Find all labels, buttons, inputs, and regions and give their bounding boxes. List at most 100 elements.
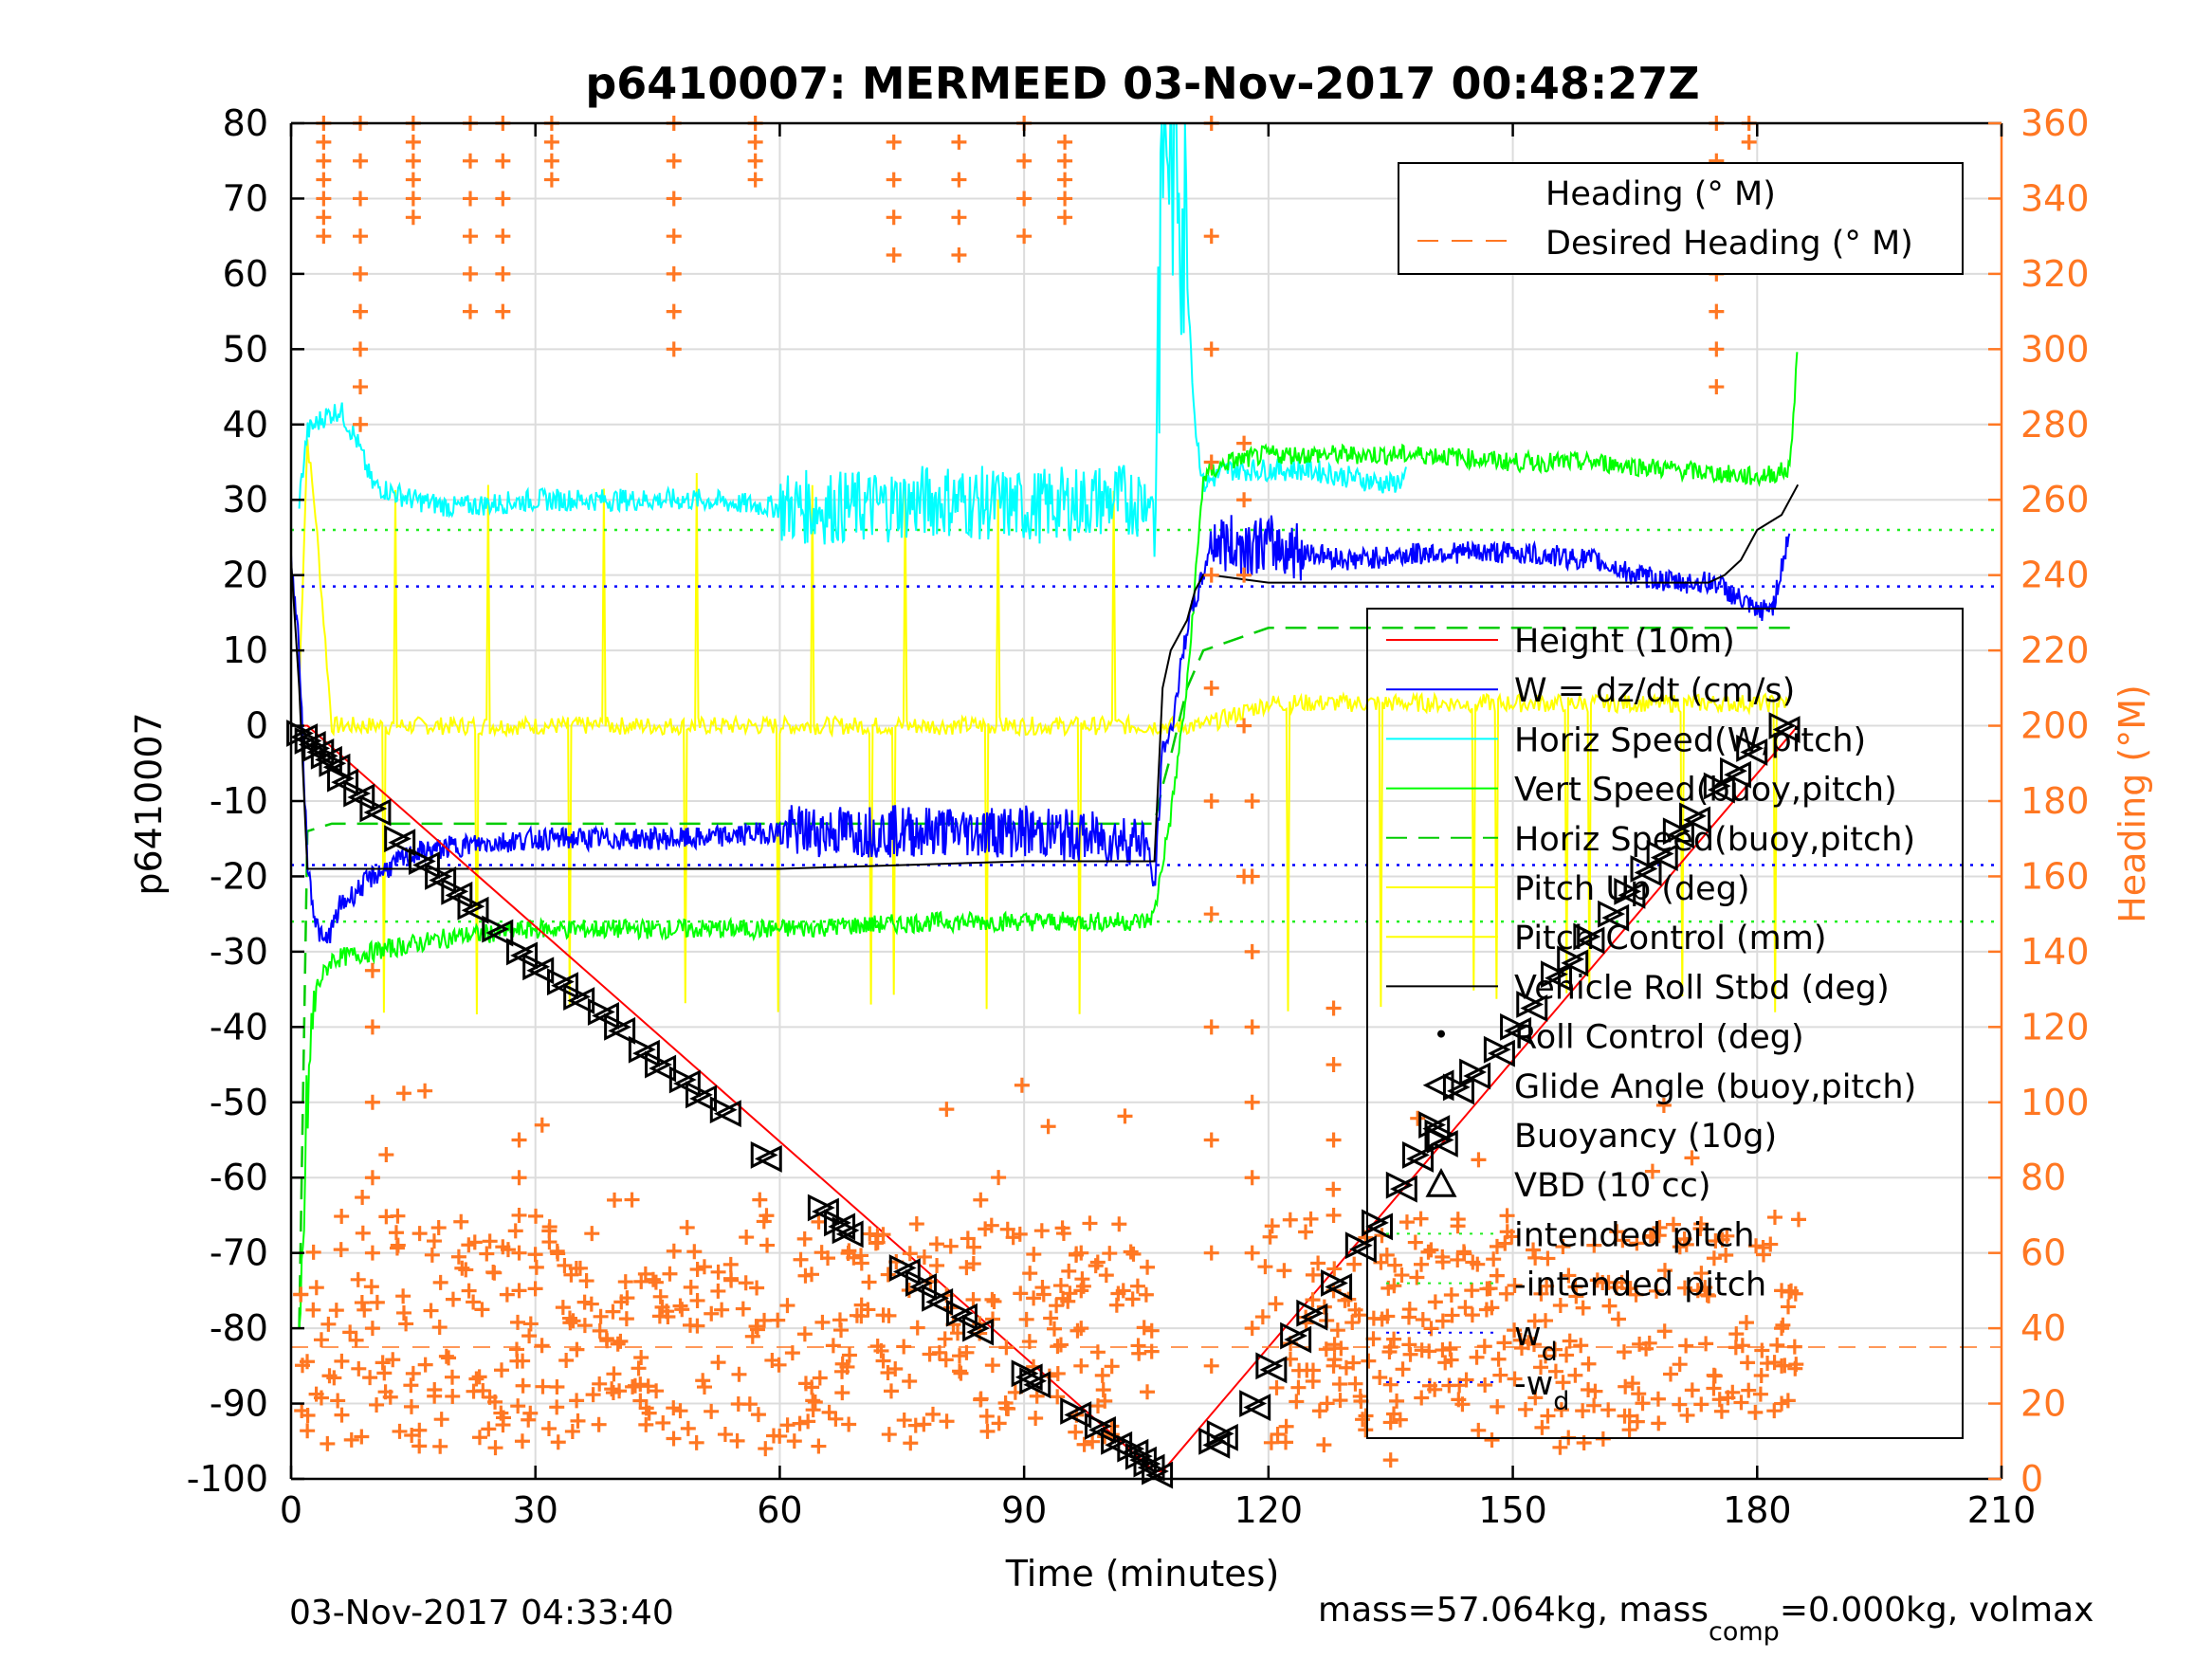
heading-point bbox=[550, 1434, 566, 1450]
heading-point bbox=[1787, 1285, 1803, 1302]
heading-point bbox=[569, 1341, 585, 1358]
heading-point bbox=[1684, 1150, 1700, 1166]
heading-point bbox=[585, 1387, 601, 1403]
heading-point bbox=[511, 1283, 527, 1299]
heading-point bbox=[540, 1421, 557, 1437]
heading-point bbox=[300, 1423, 316, 1439]
legend-heading-box bbox=[1398, 162, 1964, 275]
legend-entry: Horiz Speed(W,pitch) bbox=[1514, 721, 1866, 759]
heading-point bbox=[316, 134, 332, 150]
heading-point bbox=[432, 1438, 448, 1454]
heading-point bbox=[1203, 1358, 1219, 1374]
heading-point bbox=[666, 303, 682, 319]
legend-entry: Pitch Control (mm) bbox=[1514, 920, 1826, 957]
glide-angle-marker bbox=[1210, 1423, 1238, 1451]
right-tick-label: 300 bbox=[2020, 328, 2090, 370]
heading-point bbox=[555, 1300, 571, 1316]
heading-point bbox=[1244, 868, 1260, 884]
right-tick-label: 340 bbox=[2020, 177, 2090, 219]
heading-point bbox=[479, 1246, 495, 1262]
heading-point bbox=[507, 1223, 523, 1239]
y-tick-label: -10 bbox=[210, 780, 268, 822]
heading-point bbox=[1552, 1297, 1568, 1313]
heading-point bbox=[696, 1259, 712, 1275]
chart-title: p6410007: MERMEED 03-Nov-2017 00:48:27Z bbox=[585, 58, 1699, 109]
heading-point bbox=[666, 265, 682, 282]
heading-point bbox=[1470, 1256, 1486, 1272]
heading-point bbox=[1329, 1322, 1345, 1339]
heading-point bbox=[378, 1147, 394, 1163]
glide-angle-marker bbox=[835, 1220, 864, 1249]
heading-point bbox=[839, 1358, 855, 1375]
heading-point bbox=[1108, 1297, 1124, 1313]
heading-point bbox=[722, 1270, 739, 1286]
heading-point bbox=[1344, 1315, 1361, 1331]
heading-point bbox=[1609, 1224, 1625, 1240]
heading-point bbox=[1733, 1395, 1749, 1411]
heading-point bbox=[1381, 1344, 1398, 1360]
heading-point bbox=[1332, 1393, 1348, 1409]
heading-point bbox=[1033, 1223, 1050, 1239]
glide-angle-marker bbox=[461, 896, 489, 924]
heading-point bbox=[1026, 1247, 1042, 1263]
heading-point bbox=[427, 1381, 443, 1397]
heading-point bbox=[353, 379, 369, 395]
heading-point bbox=[939, 1413, 955, 1430]
heading-point bbox=[683, 1279, 699, 1295]
heading-point bbox=[749, 1280, 765, 1296]
heading-point bbox=[951, 247, 967, 264]
heading-point bbox=[403, 1377, 419, 1394]
heading-point bbox=[1310, 1255, 1326, 1271]
heading-point bbox=[820, 1250, 836, 1267]
heading-point bbox=[1358, 1422, 1374, 1438]
glide-angle-marker bbox=[1601, 903, 1630, 932]
heading-point bbox=[1672, 1396, 1688, 1413]
heading-point bbox=[750, 1407, 766, 1423]
heading-point bbox=[1073, 1321, 1089, 1337]
heading-point bbox=[1361, 1353, 1377, 1369]
heading-point bbox=[991, 1415, 1007, 1431]
glide-angle-marker bbox=[1389, 1175, 1417, 1203]
heading-point bbox=[633, 1350, 649, 1366]
heading-point bbox=[1698, 1336, 1714, 1352]
glide-angle-marker bbox=[689, 1085, 718, 1113]
heading-point bbox=[487, 1394, 503, 1410]
heading-point bbox=[951, 210, 967, 226]
heading-point bbox=[846, 1249, 862, 1266]
heading-point bbox=[334, 1407, 350, 1423]
heading-point bbox=[1504, 1229, 1520, 1245]
heading-point bbox=[527, 1247, 543, 1263]
heading-point bbox=[521, 1412, 537, 1428]
heading-point bbox=[1345, 1355, 1362, 1371]
heading-point bbox=[1276, 1263, 1292, 1279]
heading-point bbox=[680, 1420, 696, 1436]
heading-point bbox=[1365, 1331, 1381, 1347]
heading-point bbox=[499, 1286, 515, 1303]
heading-point bbox=[896, 1413, 912, 1429]
heading-point bbox=[417, 1357, 433, 1373]
heading-point bbox=[983, 1217, 999, 1233]
legend-symbol bbox=[1424, 1119, 1456, 1151]
heading-point bbox=[1711, 1392, 1728, 1408]
right-tick-label: 220 bbox=[2020, 629, 2090, 671]
heading-point bbox=[1534, 1419, 1550, 1435]
heading-point bbox=[1512, 1332, 1528, 1348]
legend-entry: Horiz Speed(buoy,pitch) bbox=[1514, 821, 1915, 859]
heading-point bbox=[1663, 1366, 1678, 1382]
heading-point bbox=[528, 1259, 544, 1275]
heading-point bbox=[1061, 1263, 1077, 1279]
heading-point bbox=[896, 1339, 912, 1355]
heading-point bbox=[1394, 1267, 1410, 1284]
heading-point bbox=[1069, 1322, 1086, 1339]
glide-angle-marker bbox=[1634, 859, 1662, 886]
heading-point bbox=[404, 1428, 420, 1443]
heading-point bbox=[1651, 1228, 1667, 1244]
heading-point bbox=[1656, 1263, 1673, 1279]
heading-point bbox=[508, 1341, 524, 1358]
heading-point bbox=[1016, 153, 1033, 169]
heading-point bbox=[965, 1256, 981, 1272]
heading-point bbox=[405, 134, 421, 150]
heading-point bbox=[942, 1238, 959, 1254]
heading-point bbox=[355, 1225, 371, 1241]
y-tick-label: -40 bbox=[210, 1006, 268, 1048]
